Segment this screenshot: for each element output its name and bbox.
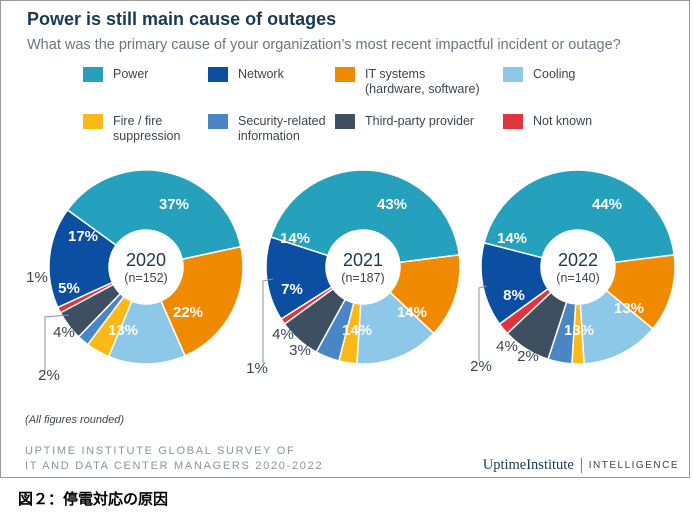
leader-line xyxy=(44,314,70,371)
legend-item: Security-related information xyxy=(208,114,326,144)
legend-item: Third-party provider xyxy=(335,114,474,129)
slice-label: 14% xyxy=(397,304,427,321)
chart-frame: Power is still main cause of outages Wha… xyxy=(0,0,690,478)
legend-swatch xyxy=(83,114,103,129)
legend-swatch xyxy=(503,114,523,129)
donut-slice xyxy=(483,169,676,264)
donut-slice xyxy=(66,169,242,261)
slice-label: 44% xyxy=(592,196,622,213)
donut-charts: 37%22%13%4%2%5%1%17%2020(n=152)43%14%14%… xyxy=(26,169,676,384)
legend-label: Network xyxy=(238,67,284,81)
slice-label: 4% xyxy=(53,324,75,341)
legend-label: Power xyxy=(113,67,149,81)
slice-label: 3% xyxy=(289,342,311,359)
slice-label: 2% xyxy=(38,367,60,384)
legend-label: Fire / fire suppression xyxy=(113,114,181,143)
legend-swatch xyxy=(208,114,228,129)
rounding-note: (All figures rounded) xyxy=(25,414,125,426)
legend-label: Third-party provider xyxy=(365,114,475,128)
donut-slice xyxy=(159,245,244,357)
legend-label: Cooling xyxy=(533,67,576,81)
slice-label: 2% xyxy=(470,358,492,375)
donut-slice xyxy=(265,236,333,321)
slice-label: 13% xyxy=(108,322,138,339)
legend-label: Security-related information xyxy=(238,114,326,143)
slice-label: 13% xyxy=(564,322,594,339)
leader-line xyxy=(262,278,274,363)
slice-label: 13% xyxy=(614,300,644,317)
slice-label: 14% xyxy=(342,322,372,339)
legend-swatch xyxy=(335,114,355,129)
figure-caption: 図２：停電対応の原因 xyxy=(18,490,169,508)
chart-title: Power is still main cause of outages xyxy=(27,9,337,29)
slice-label: 5% xyxy=(58,280,80,297)
source-text: UPTIME INSTITUTE GLOBAL SURVEY OF IT AND… xyxy=(25,445,324,472)
slice-label: 37% xyxy=(159,196,189,213)
slice-label: 14% xyxy=(497,230,527,247)
center-sample-size: (n=187) xyxy=(341,271,384,285)
slice-label: 2% xyxy=(517,348,539,365)
center-sample-size: (n=152) xyxy=(124,271,167,285)
brand-name: UptimeInstitute xyxy=(482,457,574,473)
legend-label: IT systems (hardware, software) xyxy=(365,67,480,96)
slice-label: 17% xyxy=(68,228,98,245)
donut-2021: 43% 14% 14% 3%4% 7% 1% 14% 2021(n=187) xyxy=(246,169,461,377)
legend-swatch xyxy=(83,67,103,82)
donut-2022: 44% 13% 13% 2%4% 8% 2% 14% 2022(n=140) xyxy=(470,169,676,375)
slice-label: 1% xyxy=(26,269,48,286)
brand-tagline: INTELLIGENCE xyxy=(588,460,679,471)
slice-label: 22% xyxy=(173,304,203,321)
brand-divider xyxy=(580,458,582,473)
leader-line xyxy=(478,285,488,361)
legend-swatch xyxy=(335,67,355,82)
center-sample-size: (n=140) xyxy=(556,271,599,285)
legend-item: Not known xyxy=(503,114,592,129)
slice-label: 8% xyxy=(503,287,525,304)
legend-item: Network xyxy=(208,67,284,82)
slice-label: 14% xyxy=(280,230,310,247)
center-year: 2020 xyxy=(126,250,166,270)
legend-item: Fire / fire suppression xyxy=(83,114,180,144)
donut-slice xyxy=(480,241,550,326)
donut-slice xyxy=(269,169,461,264)
slice-label: 4% xyxy=(272,326,294,343)
legend-item: Cooling xyxy=(503,67,575,82)
center-year: 2021 xyxy=(343,250,383,270)
brand-logo: UptimeInstitute INTELLIGENCE xyxy=(483,457,679,474)
donut-2020: 37% 22% 13% 4% 2% 5% 1% 17% 2020(n=152) xyxy=(26,169,244,384)
legend-item: IT systems (hardware, software) xyxy=(335,67,480,97)
center-year: 2022 xyxy=(558,250,598,270)
legend-swatch xyxy=(208,67,228,82)
slice-label: 4% xyxy=(496,338,518,355)
legend-swatch xyxy=(503,67,523,82)
chart-subtitle: What was the primary cause of your organ… xyxy=(27,37,621,53)
legend-label: Not known xyxy=(533,114,593,128)
legend-item: Power xyxy=(83,67,148,82)
slice-label: 7% xyxy=(281,281,303,298)
slice-label: 1% xyxy=(246,360,268,377)
slice-label: 43% xyxy=(377,196,407,213)
donut-slice xyxy=(48,208,118,309)
